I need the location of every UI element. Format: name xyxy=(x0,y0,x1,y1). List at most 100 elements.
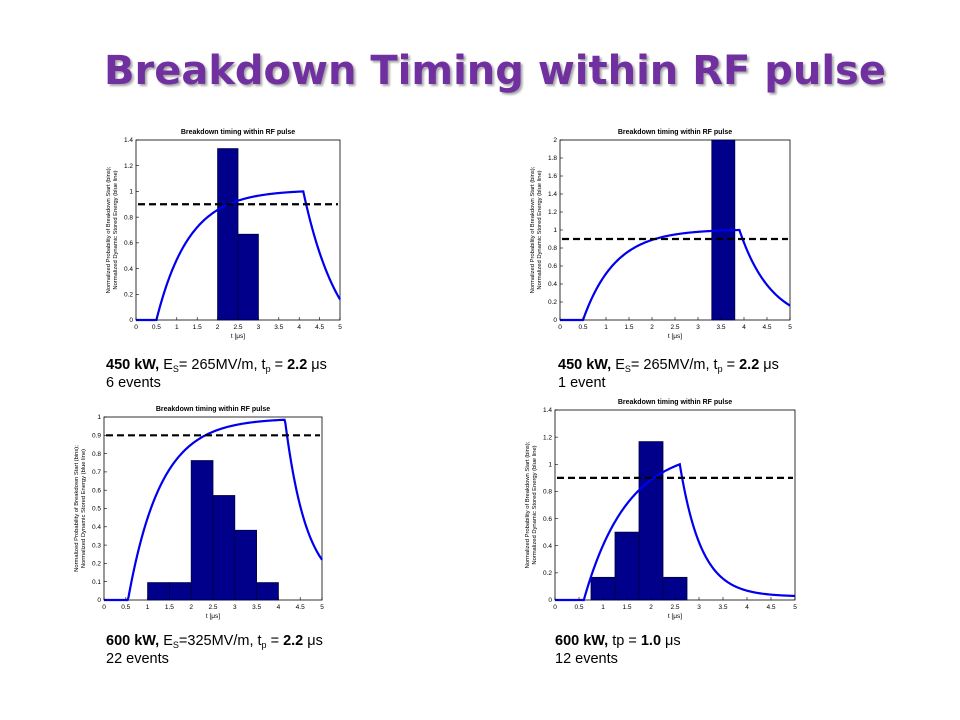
caption-tp-value: 2.2 xyxy=(283,633,304,649)
x-tick-label: 1.5 xyxy=(624,324,633,331)
x-tick-label: 1 xyxy=(175,324,179,331)
y-tick-label: 1 xyxy=(129,189,133,196)
x-tick-label: 4.5 xyxy=(762,324,771,331)
x-axis-label: t [μs] xyxy=(668,333,682,340)
stored-energy-line xyxy=(560,228,791,322)
chart-450kw-6-events: 0 0.5 1 1.5 2 2.5 3 3.5 4 4.5 5 0 0.2 0.4 0.6 0.8 1 1.2 1.… xyxy=(106,129,342,340)
caption-chart-1: 450 kW, ES= 265MV/m, tp = 2.2 μs 6 event… xyxy=(106,356,327,392)
caption-eq: = xyxy=(722,357,740,373)
x-tick-label: 1 xyxy=(146,604,150,611)
x-axis-label: t [μs] xyxy=(231,333,245,340)
x-tick-label: 0.5 xyxy=(121,604,130,611)
y-tick-label: 0.2 xyxy=(548,299,557,306)
plot-area xyxy=(559,139,791,321)
x-tick-label: 3.5 xyxy=(252,604,261,611)
y-tick-label: 0.2 xyxy=(543,570,552,577)
caption-unit: μs xyxy=(303,633,323,649)
x-tick-label: 0.5 xyxy=(152,324,161,331)
x-tick-label: 4.5 xyxy=(766,604,775,611)
y-axis-label-line-2: Normalized Dynamic Stored Energy (blue l… xyxy=(532,445,538,564)
y-tick-label: 0.6 xyxy=(548,263,557,270)
x-tick-label: 2.5 xyxy=(233,324,242,331)
y-axis-label-line-2: Normalized Dynamic Stored Energy (blue l… xyxy=(113,170,119,289)
x-tick-label: 1 xyxy=(604,324,608,331)
x-tick-label: 5 xyxy=(338,324,342,331)
y-axis-label-line-2: Normalized Dynamic Stored Energy (blue l… xyxy=(81,449,87,568)
x-tick-label: 1.5 xyxy=(165,604,174,611)
x-tick-label: 2 xyxy=(649,604,653,611)
y-tick-label: 1.2 xyxy=(124,163,133,170)
x-tick-label: 4 xyxy=(742,324,746,331)
caption-chart-2: 450 kW, ES= 265MV/m, tp = 2.2 μs 1 event xyxy=(558,356,779,392)
x-tick-label: 3 xyxy=(257,324,261,331)
plot-area xyxy=(554,409,796,601)
y-tick-label: 0.7 xyxy=(92,469,101,476)
caption-power: 450 kW, xyxy=(106,357,160,373)
caption-events: 1 event xyxy=(558,375,606,391)
y-tick-label: 0.4 xyxy=(124,266,133,273)
y-tick-label: 0 xyxy=(97,597,101,604)
y-tick-label: 0.6 xyxy=(124,240,133,247)
x-tick-label: 5 xyxy=(793,604,797,611)
y-axis-label-line-1: Normalized Probability of Breakdown Star… xyxy=(525,441,531,568)
y-axis-label-line-1: Normalized Probability of Breakdown Star… xyxy=(74,445,80,572)
x-tick-label: 4.5 xyxy=(315,324,324,331)
y-tick-label: 0.4 xyxy=(92,524,101,531)
y-tick-label: 0 xyxy=(548,597,552,604)
chart-600kw-22-events: 0 0.5 1 1.5 2 2.5 3 3.5 4 4.5 5 0 0.1 0.2 0.3 0.4 0.5 0.6… xyxy=(74,406,324,620)
caption-es-sub: S xyxy=(172,640,179,650)
histogram-bar-3 xyxy=(190,460,214,601)
y-tick-label: 0.5 xyxy=(92,506,101,513)
x-tick-label: 2.5 xyxy=(670,324,679,331)
x-tick-label: 0 xyxy=(558,324,562,331)
caption-es-value: =325MV/m, t xyxy=(178,633,262,649)
chart-title: Breakdown timing within RF pulse xyxy=(618,399,732,406)
x-tick-label: 3.5 xyxy=(716,324,725,331)
caption-es: E xyxy=(611,357,625,373)
y-tick-label: 0.8 xyxy=(548,245,557,252)
y-tick-label: 0.2 xyxy=(92,561,101,568)
caption-unit: μs xyxy=(307,357,327,373)
x-tick-label: 3 xyxy=(696,324,700,331)
y-tick-label: 0.8 xyxy=(543,489,552,496)
y-tick-label: 0.3 xyxy=(92,542,101,549)
histogram-bar-1 xyxy=(147,582,170,601)
y-tick-label: 0 xyxy=(129,317,133,324)
x-tick-label: 5 xyxy=(788,324,792,331)
x-axis-label: t [μs] xyxy=(668,613,682,620)
caption-chart-3: 600 kW, ES=325MV/m, tp = 2.2 μs 22 event… xyxy=(106,632,323,668)
slide-title: Breakdown Timing within RF pulse xyxy=(103,48,886,94)
y-tick-label: 1 xyxy=(548,461,552,468)
chart-600kw-12-events: 0 0.5 1 1.5 2 2.5 3 3.5 4 4.5 5 0 0.2 0.4 0.6 0.8 1 1.2 1.… xyxy=(525,399,797,620)
x-tick-label: 0 xyxy=(102,604,106,611)
x-tick-label: 4.5 xyxy=(296,604,305,611)
y-tick-label: 0.8 xyxy=(124,214,133,221)
histogram-bar-5 xyxy=(234,529,258,601)
stored-energy-line xyxy=(555,462,796,602)
caption-events: 22 events xyxy=(106,651,169,667)
x-tick-label: 0 xyxy=(553,604,557,611)
caption-es: E xyxy=(159,633,173,649)
y-tick-label: 1 xyxy=(553,227,557,234)
histogram-bar-4 xyxy=(212,495,236,601)
y-tick-label: 1.2 xyxy=(543,434,552,441)
x-tick-label: 2.5 xyxy=(670,604,679,611)
y-axis-label-line-1: Normalized Probability of Breakdown Star… xyxy=(530,166,536,293)
caption-tp: tp = xyxy=(608,633,641,649)
y-tick-label: 0.6 xyxy=(543,516,552,523)
caption-tp-sub: p xyxy=(717,364,723,374)
caption-unit: μs xyxy=(661,633,681,649)
y-tick-label: 1.8 xyxy=(548,155,557,162)
x-tick-label: 5 xyxy=(320,604,324,611)
caption-es-sub: S xyxy=(624,364,631,374)
y-tick-label: 0.1 xyxy=(92,579,101,586)
x-tick-label: 1.5 xyxy=(622,604,631,611)
caption-chart-4: 600 kW, tp = 1.0 μs 12 events xyxy=(555,632,681,668)
y-tick-label: 1.4 xyxy=(124,137,133,144)
x-tick-label: 2 xyxy=(216,324,220,331)
caption-es-sub: S xyxy=(172,364,179,374)
caption-es-value: = 265MV/m, t xyxy=(630,357,718,373)
y-tick-label: 0.4 xyxy=(548,281,557,288)
caption-es: E xyxy=(159,357,173,373)
histogram-bar-4 xyxy=(662,576,688,601)
